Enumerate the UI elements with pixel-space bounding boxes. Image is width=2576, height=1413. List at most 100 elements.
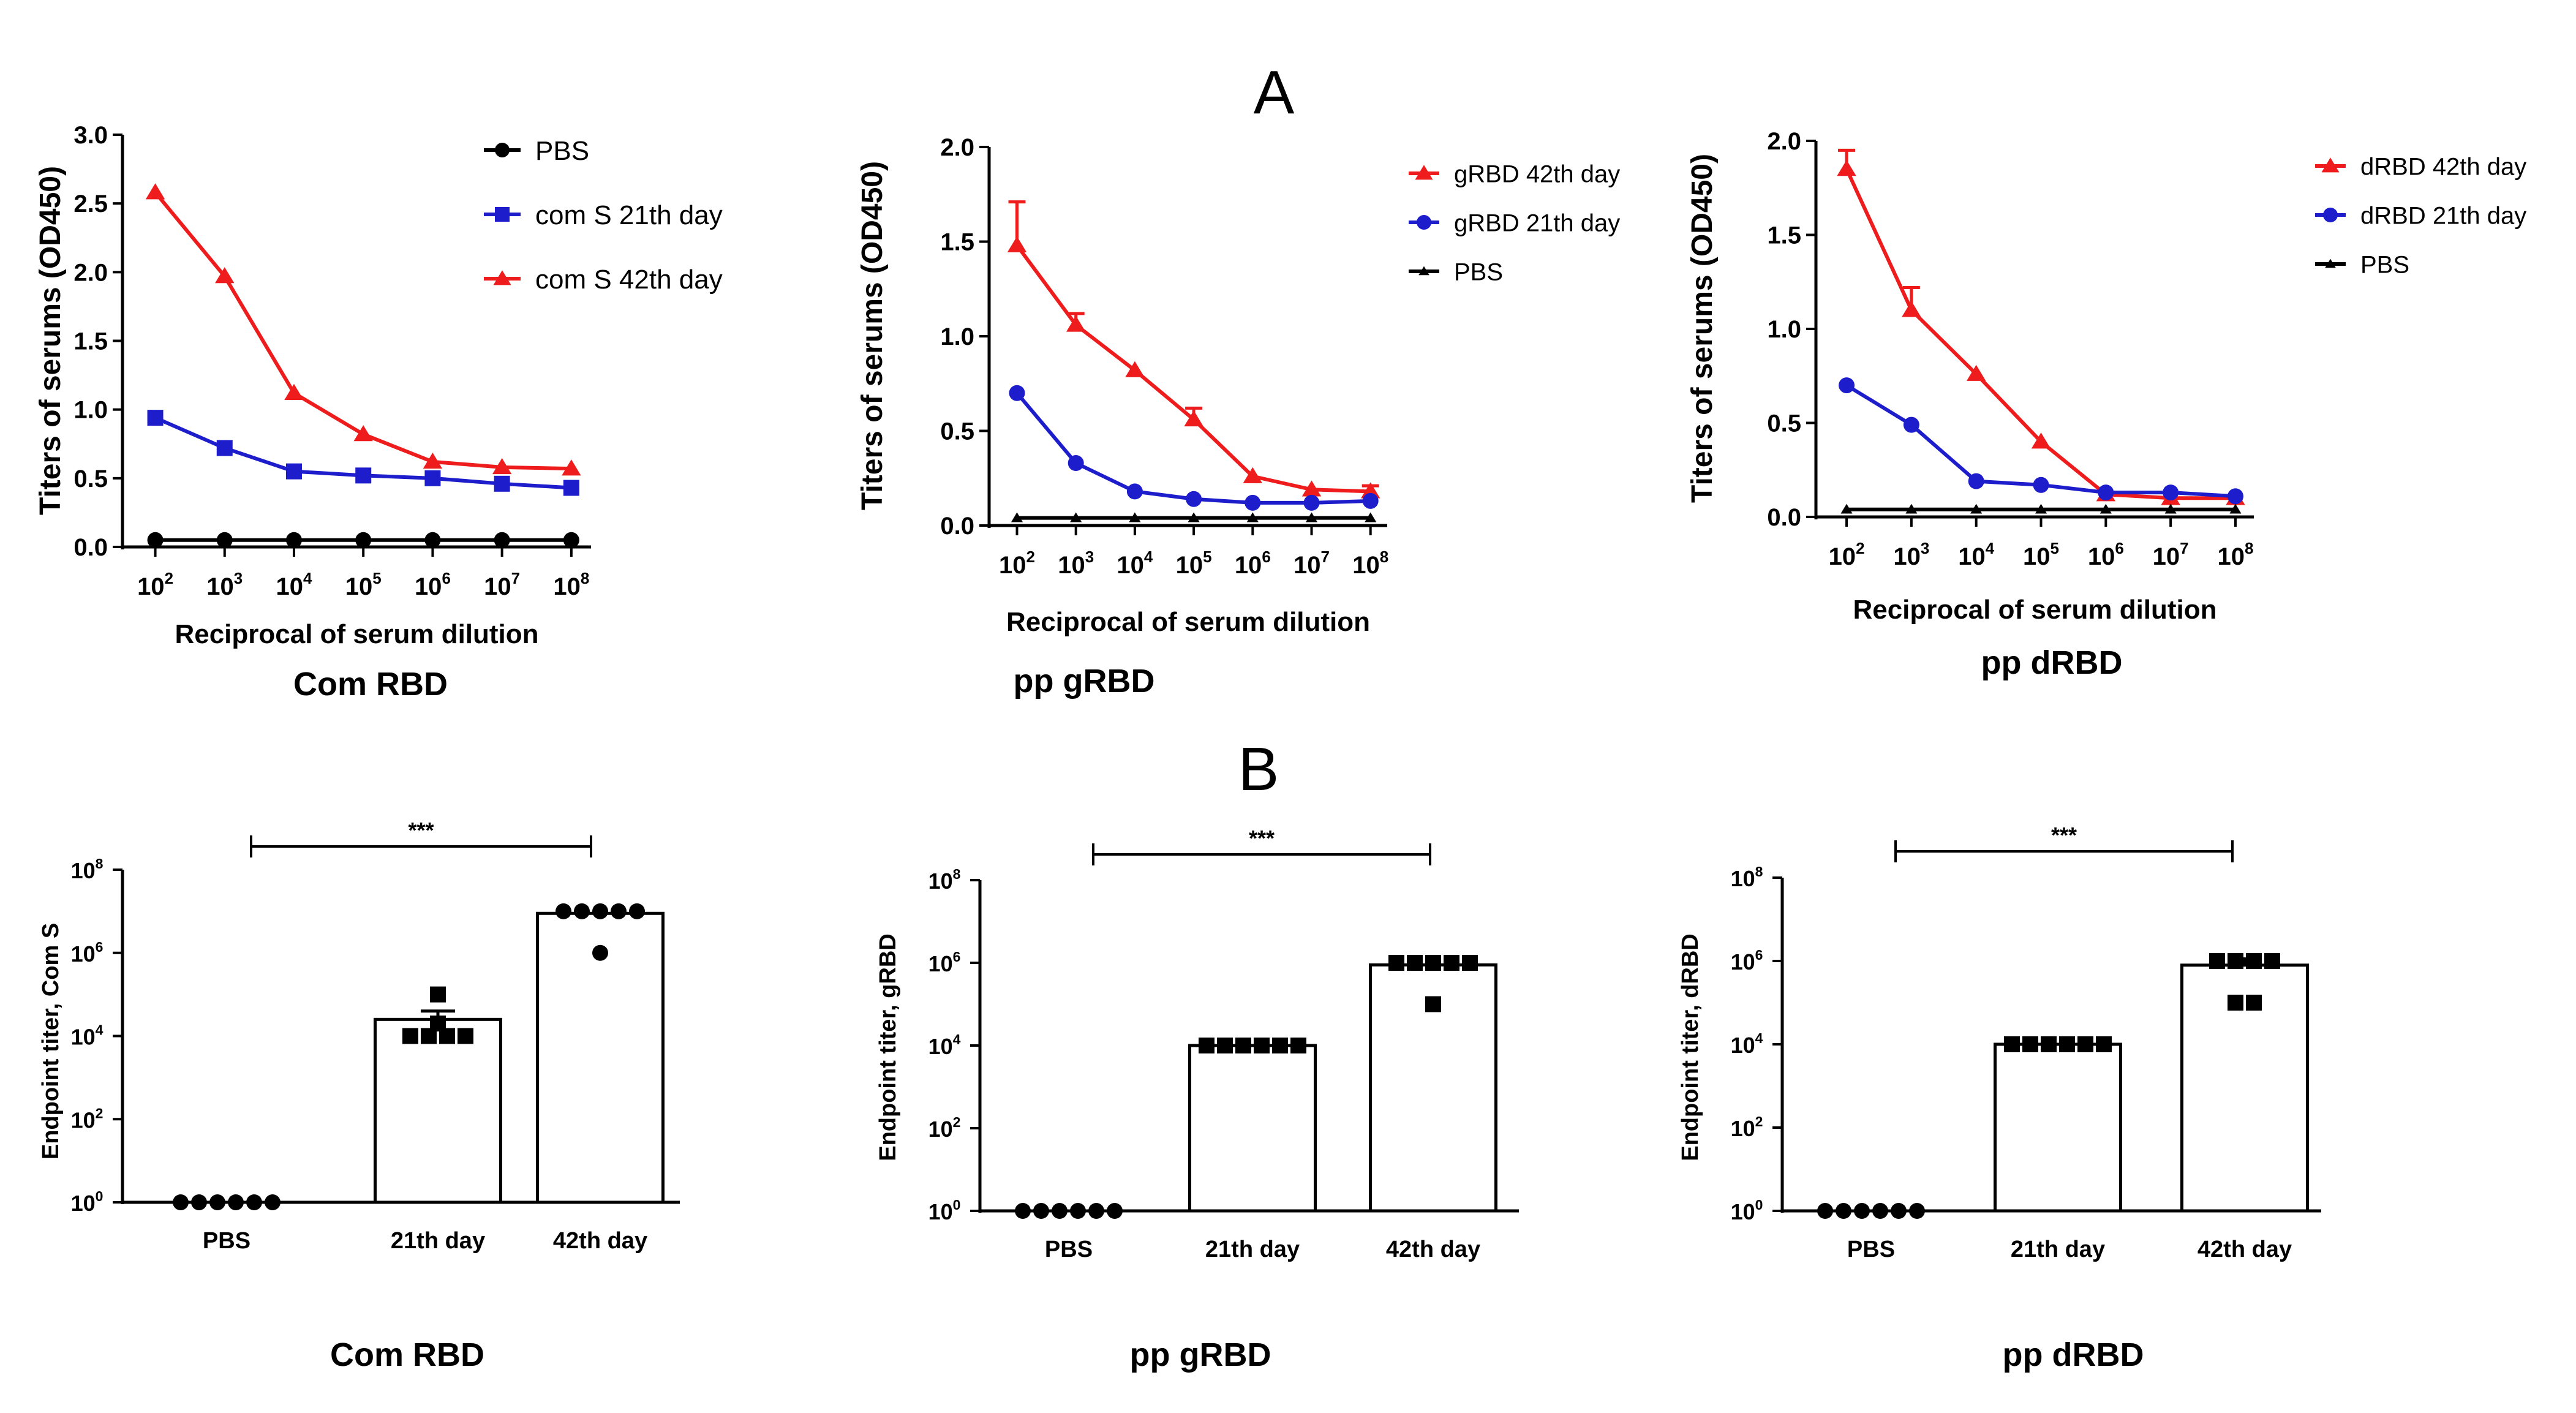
x-tick-label-a1: 102: [137, 569, 173, 600]
data-point-b1: [402, 1028, 418, 1044]
y-tick-label-a2: 2.0: [940, 134, 974, 161]
data-point-a2: [1011, 512, 1023, 522]
data-point-a1: [494, 475, 510, 492]
data-point-a1: [145, 183, 165, 200]
category-label-b3: 42th day: [2198, 1237, 2292, 1262]
y-tick-label-b2: 100: [928, 1197, 961, 1224]
data-point-b2: [1407, 955, 1423, 971]
y-tick-label-a2: 0.5: [940, 418, 974, 445]
y-tick-label-a2: 1.0: [940, 323, 974, 350]
data-point-a2: [1125, 361, 1145, 377]
data-point-a2: [1303, 494, 1320, 511]
legend-label-a2: gRBD 21th day: [1454, 209, 1620, 236]
data-point-a2: [1068, 455, 1084, 472]
data-point-a1: [424, 532, 441, 548]
y-tick-label-b3: 106: [1731, 947, 1763, 974]
data-point-b2: [1272, 1038, 1288, 1053]
legend-label-a2: gRBD 42th day: [1454, 160, 1620, 187]
data-point-b3: [2246, 995, 2262, 1011]
data-point-a2: [1184, 410, 1203, 427]
legend-label-a1: PBS: [535, 136, 589, 166]
data-point-b3: [2077, 1036, 2093, 1052]
x-tick-label-a1: 108: [553, 569, 589, 600]
data-point-a2: [1009, 385, 1025, 401]
data-point-a1: [562, 459, 581, 476]
data-point-a3: [2227, 488, 2243, 505]
y-tick-label-b1: 106: [71, 939, 104, 966]
data-point-a1: [494, 532, 510, 548]
x-tick-label-a3: 105: [2023, 539, 2059, 570]
significance-label-b1: ***: [408, 818, 434, 843]
data-point-b3: [2264, 953, 2280, 969]
data-point-a3: [1968, 473, 1984, 489]
data-point-b3: [1854, 1203, 1870, 1219]
y-tick-label-b1: 100: [71, 1188, 104, 1216]
y-tick-label-b1: 102: [71, 1105, 104, 1132]
data-point-a1: [563, 480, 579, 496]
data-point-a2: [1126, 483, 1143, 500]
category-label-b2: 42th day: [1386, 1237, 1480, 1262]
data-point-a1: [215, 267, 235, 284]
y-tick-label-b3: 104: [1731, 1030, 1763, 1058]
x-axis-label-a3: Reciprocal of serum dilution: [1853, 595, 2216, 625]
x-tick-label-a3: 108: [2217, 539, 2253, 570]
y-tick-label-b2: 104: [928, 1031, 961, 1059]
y-tick-label-a3: 0.0: [1767, 504, 1801, 531]
data-point-b1: [592, 944, 608, 961]
data-point-b1: [458, 1028, 473, 1044]
bar-b3: [2180, 963, 2309, 1213]
data-point-a3: [1902, 301, 1921, 317]
significance-label-b2: ***: [1249, 826, 1275, 851]
legend-label-a3: dRBD 21th day: [2360, 202, 2526, 229]
data-point-a1: [355, 532, 372, 548]
data-point-b2: [1425, 955, 1441, 971]
series-line-a3: [1845, 168, 2235, 500]
y-tick-label-a3: 1.0: [1767, 316, 1801, 343]
data-point-b1: [592, 903, 608, 919]
data-point-b1: [611, 903, 627, 919]
y-tick-label-a1: 1.5: [73, 328, 108, 355]
y-tick-label-b2: 106: [928, 949, 961, 976]
y-tick-label-a1: 0.5: [73, 465, 108, 492]
legend-label-a3: dRBD 42th day: [2360, 153, 2526, 180]
legend-marker-a1: [495, 143, 510, 157]
legend-label-a3: PBS: [2360, 251, 2409, 278]
data-point-b1: [629, 903, 645, 919]
y-axis-label-a3: Titers of serums (OD450): [1686, 154, 1719, 503]
y-axis-label-b2: Endpoint titer, gRBD: [875, 933, 901, 1161]
data-point-b2: [1235, 1038, 1251, 1053]
data-point-b3: [2246, 953, 2262, 969]
y-tick-label-b3: 100: [1731, 1197, 1763, 1224]
legend-marker-a2: [1417, 215, 1431, 230]
x-tick-label-a1: 105: [345, 569, 382, 600]
data-point-a3: [1966, 364, 1986, 381]
data-point-a1: [423, 452, 443, 469]
data-point-a2: [1361, 482, 1380, 499]
data-point-a1: [355, 467, 372, 484]
x-tick-label-a2: 103: [1058, 548, 1094, 579]
data-point-a3: [2164, 503, 2177, 514]
y-tick-label-b3: 108: [1731, 864, 1763, 891]
data-point-b3: [2041, 1036, 2057, 1052]
data-point-b3: [1872, 1203, 1888, 1219]
data-point-b2: [1015, 1203, 1031, 1219]
chart-title-a1: Com RBD: [293, 666, 448, 703]
data-point-a1: [563, 532, 579, 548]
y-tick-label-a2: 0.0: [940, 513, 974, 540]
data-point-a2: [1246, 512, 1259, 522]
category-label-b3: PBS: [1847, 1237, 1895, 1262]
data-point-a2: [1245, 494, 1261, 511]
data-point-a1: [284, 383, 304, 400]
legend-marker-a3: [2323, 208, 2338, 222]
x-tick-label-a1: 103: [206, 569, 243, 600]
y-tick-label-b1: 104: [71, 1022, 104, 1050]
data-point-a3: [2031, 432, 2051, 449]
data-point-a2: [1243, 467, 1262, 483]
legend-marker-a1: [493, 270, 511, 285]
x-tick-label-a2: 104: [1117, 548, 1153, 579]
data-point-b1: [555, 903, 571, 919]
data-point-a3: [1840, 503, 1853, 514]
data-point-b3: [1909, 1203, 1925, 1219]
significance-label-b3: ***: [2051, 823, 2077, 848]
